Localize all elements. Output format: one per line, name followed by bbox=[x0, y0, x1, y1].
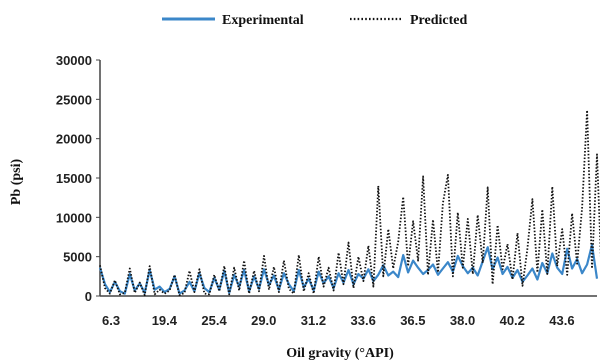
x-tick-label: 33.6 bbox=[351, 313, 376, 328]
x-axis-title: Oil gravity (°API) bbox=[286, 346, 394, 361]
y-tick-label: 15000 bbox=[56, 171, 92, 186]
y-tick-label: 10000 bbox=[56, 210, 92, 225]
y-tick-label: 30000 bbox=[56, 53, 92, 68]
x-tick-label: 29.0 bbox=[251, 313, 276, 328]
x-tick-label: 36.5 bbox=[400, 313, 425, 328]
y-tick-labels: 0 5000 10000 15000 20000 25000 30000 bbox=[56, 53, 100, 304]
y-tick-label: 20000 bbox=[56, 132, 92, 147]
legend: Experimental Predicted bbox=[162, 13, 467, 28]
y-axis-title: Pb (psi) bbox=[9, 159, 24, 206]
series-line-experimental bbox=[98, 243, 599, 295]
x-tick-labels: 6.3 19.4 25.4 29.0 31.2 33.6 36.5 38.0 40.2 43.6 bbox=[102, 313, 575, 328]
x-tick-label: 31.2 bbox=[301, 313, 326, 328]
plot-area bbox=[98, 109, 600, 297]
x-tick-label: 40.2 bbox=[500, 313, 525, 328]
y-tick-label: 25000 bbox=[56, 92, 92, 107]
y-tick-label: 0 bbox=[85, 289, 92, 304]
x-tick-label: 38.0 bbox=[450, 313, 475, 328]
x-tick-label: 6.3 bbox=[102, 313, 120, 328]
legend-label-predicted: Predicted bbox=[410, 13, 467, 28]
x-tick-label: 43.6 bbox=[549, 313, 574, 328]
legend-label-experimental: Experimental bbox=[222, 13, 304, 28]
y-tick-label: 5000 bbox=[63, 250, 92, 265]
x-tick-label: 19.4 bbox=[152, 313, 178, 328]
series-line-predicted bbox=[99, 109, 600, 297]
x-tick-label: 25.4 bbox=[201, 313, 227, 328]
